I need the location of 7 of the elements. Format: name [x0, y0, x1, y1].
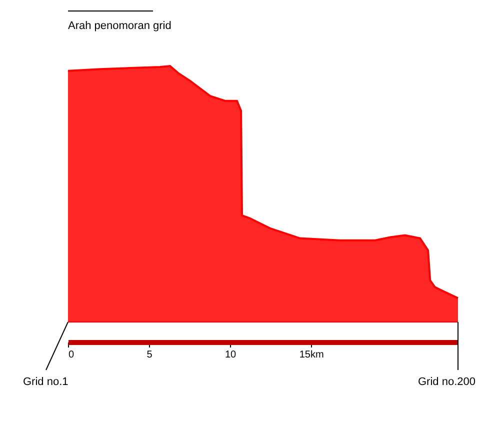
x-tick-label: 5 [146, 350, 153, 360]
text: Grid no.200 [418, 376, 476, 388]
x-tick-label: 10 [224, 350, 237, 360]
x-tick-label: 15km [299, 350, 324, 360]
text: Arah penomoran grid [68, 20, 172, 32]
x-tick-label: 0 [68, 350, 74, 360]
text: Grid no.1 [23, 376, 68, 388]
